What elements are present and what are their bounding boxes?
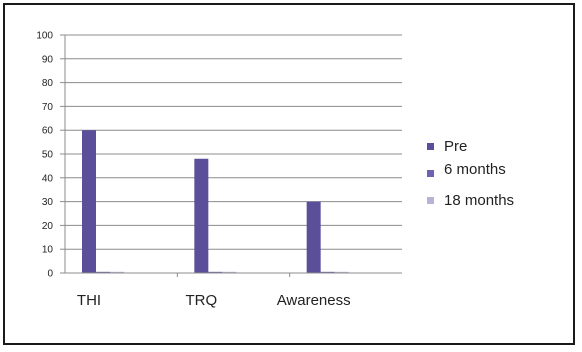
bars	[82, 130, 349, 273]
y-tick-label: 10	[42, 245, 54, 256]
bar-pre	[306, 201, 321, 273]
bar-18-months	[222, 271, 237, 273]
y-tick-label: 20	[42, 221, 54, 232]
legend: Pre 6 months 18 months	[427, 138, 514, 209]
y-axis-ticks: 0 10 20 30 40 50 60 70 80 90 100	[36, 31, 65, 280]
legend-label: 18 months	[444, 192, 514, 209]
x-tick-label: TRQ	[185, 292, 217, 309]
x-axis-labels: THI TRQ Awareness	[77, 292, 351, 309]
bar-6-months	[208, 271, 223, 273]
bar-pre	[194, 158, 209, 273]
y-tick-label: 90	[42, 54, 54, 65]
axes	[64, 35, 402, 277]
y-tick-label: 60	[42, 126, 54, 137]
x-tick-label: THI	[77, 292, 101, 309]
y-tick-label: 80	[42, 78, 54, 89]
y-tick-label: 100	[36, 31, 53, 42]
bar-18-months	[334, 271, 349, 273]
legend-label: 6 months	[444, 161, 506, 178]
legend-swatch	[427, 170, 434, 177]
bar-6-months	[96, 271, 110, 273]
x-tick-label: Awareness	[277, 292, 351, 309]
bar-18-months	[110, 271, 124, 273]
bar-chart: 0 10 20 30 40 50 60 70 80 90 100 THI TRQ Awareness P…	[36, 31, 514, 310]
y-tick-label: 0	[47, 269, 53, 280]
legend-label: Pre	[444, 138, 467, 155]
bar-pre	[82, 130, 96, 273]
chart-frame: 0 10 20 30 40 50 60 70 80 90 100 THI TRQ Awareness P…	[3, 3, 575, 345]
gridlines	[65, 34, 402, 250]
y-tick-label: 30	[42, 197, 54, 208]
legend-swatch	[427, 197, 434, 204]
y-tick-label: 70	[42, 102, 54, 113]
legend-swatch	[427, 143, 434, 150]
bar-6-months	[320, 271, 335, 273]
y-tick-label: 50	[42, 150, 54, 161]
y-tick-label: 40	[42, 173, 54, 184]
